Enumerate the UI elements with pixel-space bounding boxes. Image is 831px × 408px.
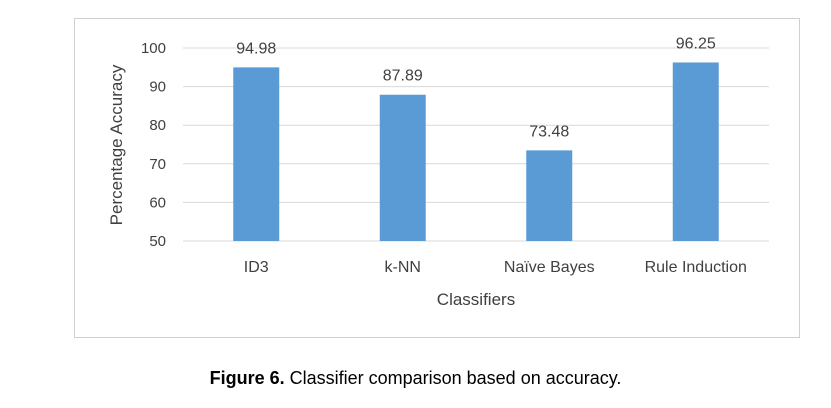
bar-na-ve-bayes — [526, 150, 573, 241]
x-tick-label: Rule Induction — [645, 259, 747, 276]
y-axis-label: Percentage Accuracy — [107, 64, 126, 225]
bar-chart: 50 60 70 80 90 100 94.98 87.89 73.48 96.25 ID3 k-… — [107, 35, 769, 309]
figure-caption: Figure 6. Classifier comparison based on… — [0, 368, 831, 389]
caption-text: Classifier comparison based on accuracy. — [284, 368, 622, 388]
x-axis-label: Classifiers — [437, 290, 515, 309]
data-label: 87.89 — [383, 68, 423, 85]
y-tick-label: 60 — [149, 194, 166, 211]
x-axis-ticks: ID3 k-NN Naïve Bayes Rule Induction — [244, 259, 747, 276]
data-label: 96.25 — [676, 35, 716, 52]
bar-id3 — [233, 67, 280, 241]
x-tick-label: Naïve Bayes — [504, 259, 595, 276]
data-label: 94.98 — [236, 40, 276, 57]
data-label: 73.48 — [529, 123, 569, 140]
y-tick-label: 80 — [149, 117, 166, 134]
y-axis-ticks: 50 60 70 80 90 100 — [141, 40, 166, 250]
y-tick-label: 70 — [149, 156, 166, 173]
bar-rule-induction — [672, 62, 719, 241]
bar-k-nn — [379, 94, 426, 241]
gridlines — [183, 47, 769, 242]
y-tick-label: 100 — [141, 40, 166, 57]
data-labels: 94.98 87.89 73.48 96.25 — [236, 35, 716, 140]
x-tick-label: ID3 — [244, 259, 269, 276]
caption-label: Figure 6. — [209, 368, 285, 388]
y-tick-label: 90 — [149, 79, 166, 96]
x-tick-label: k-NN — [385, 259, 421, 276]
y-tick-label: 50 — [149, 233, 166, 250]
bars — [233, 62, 719, 241]
